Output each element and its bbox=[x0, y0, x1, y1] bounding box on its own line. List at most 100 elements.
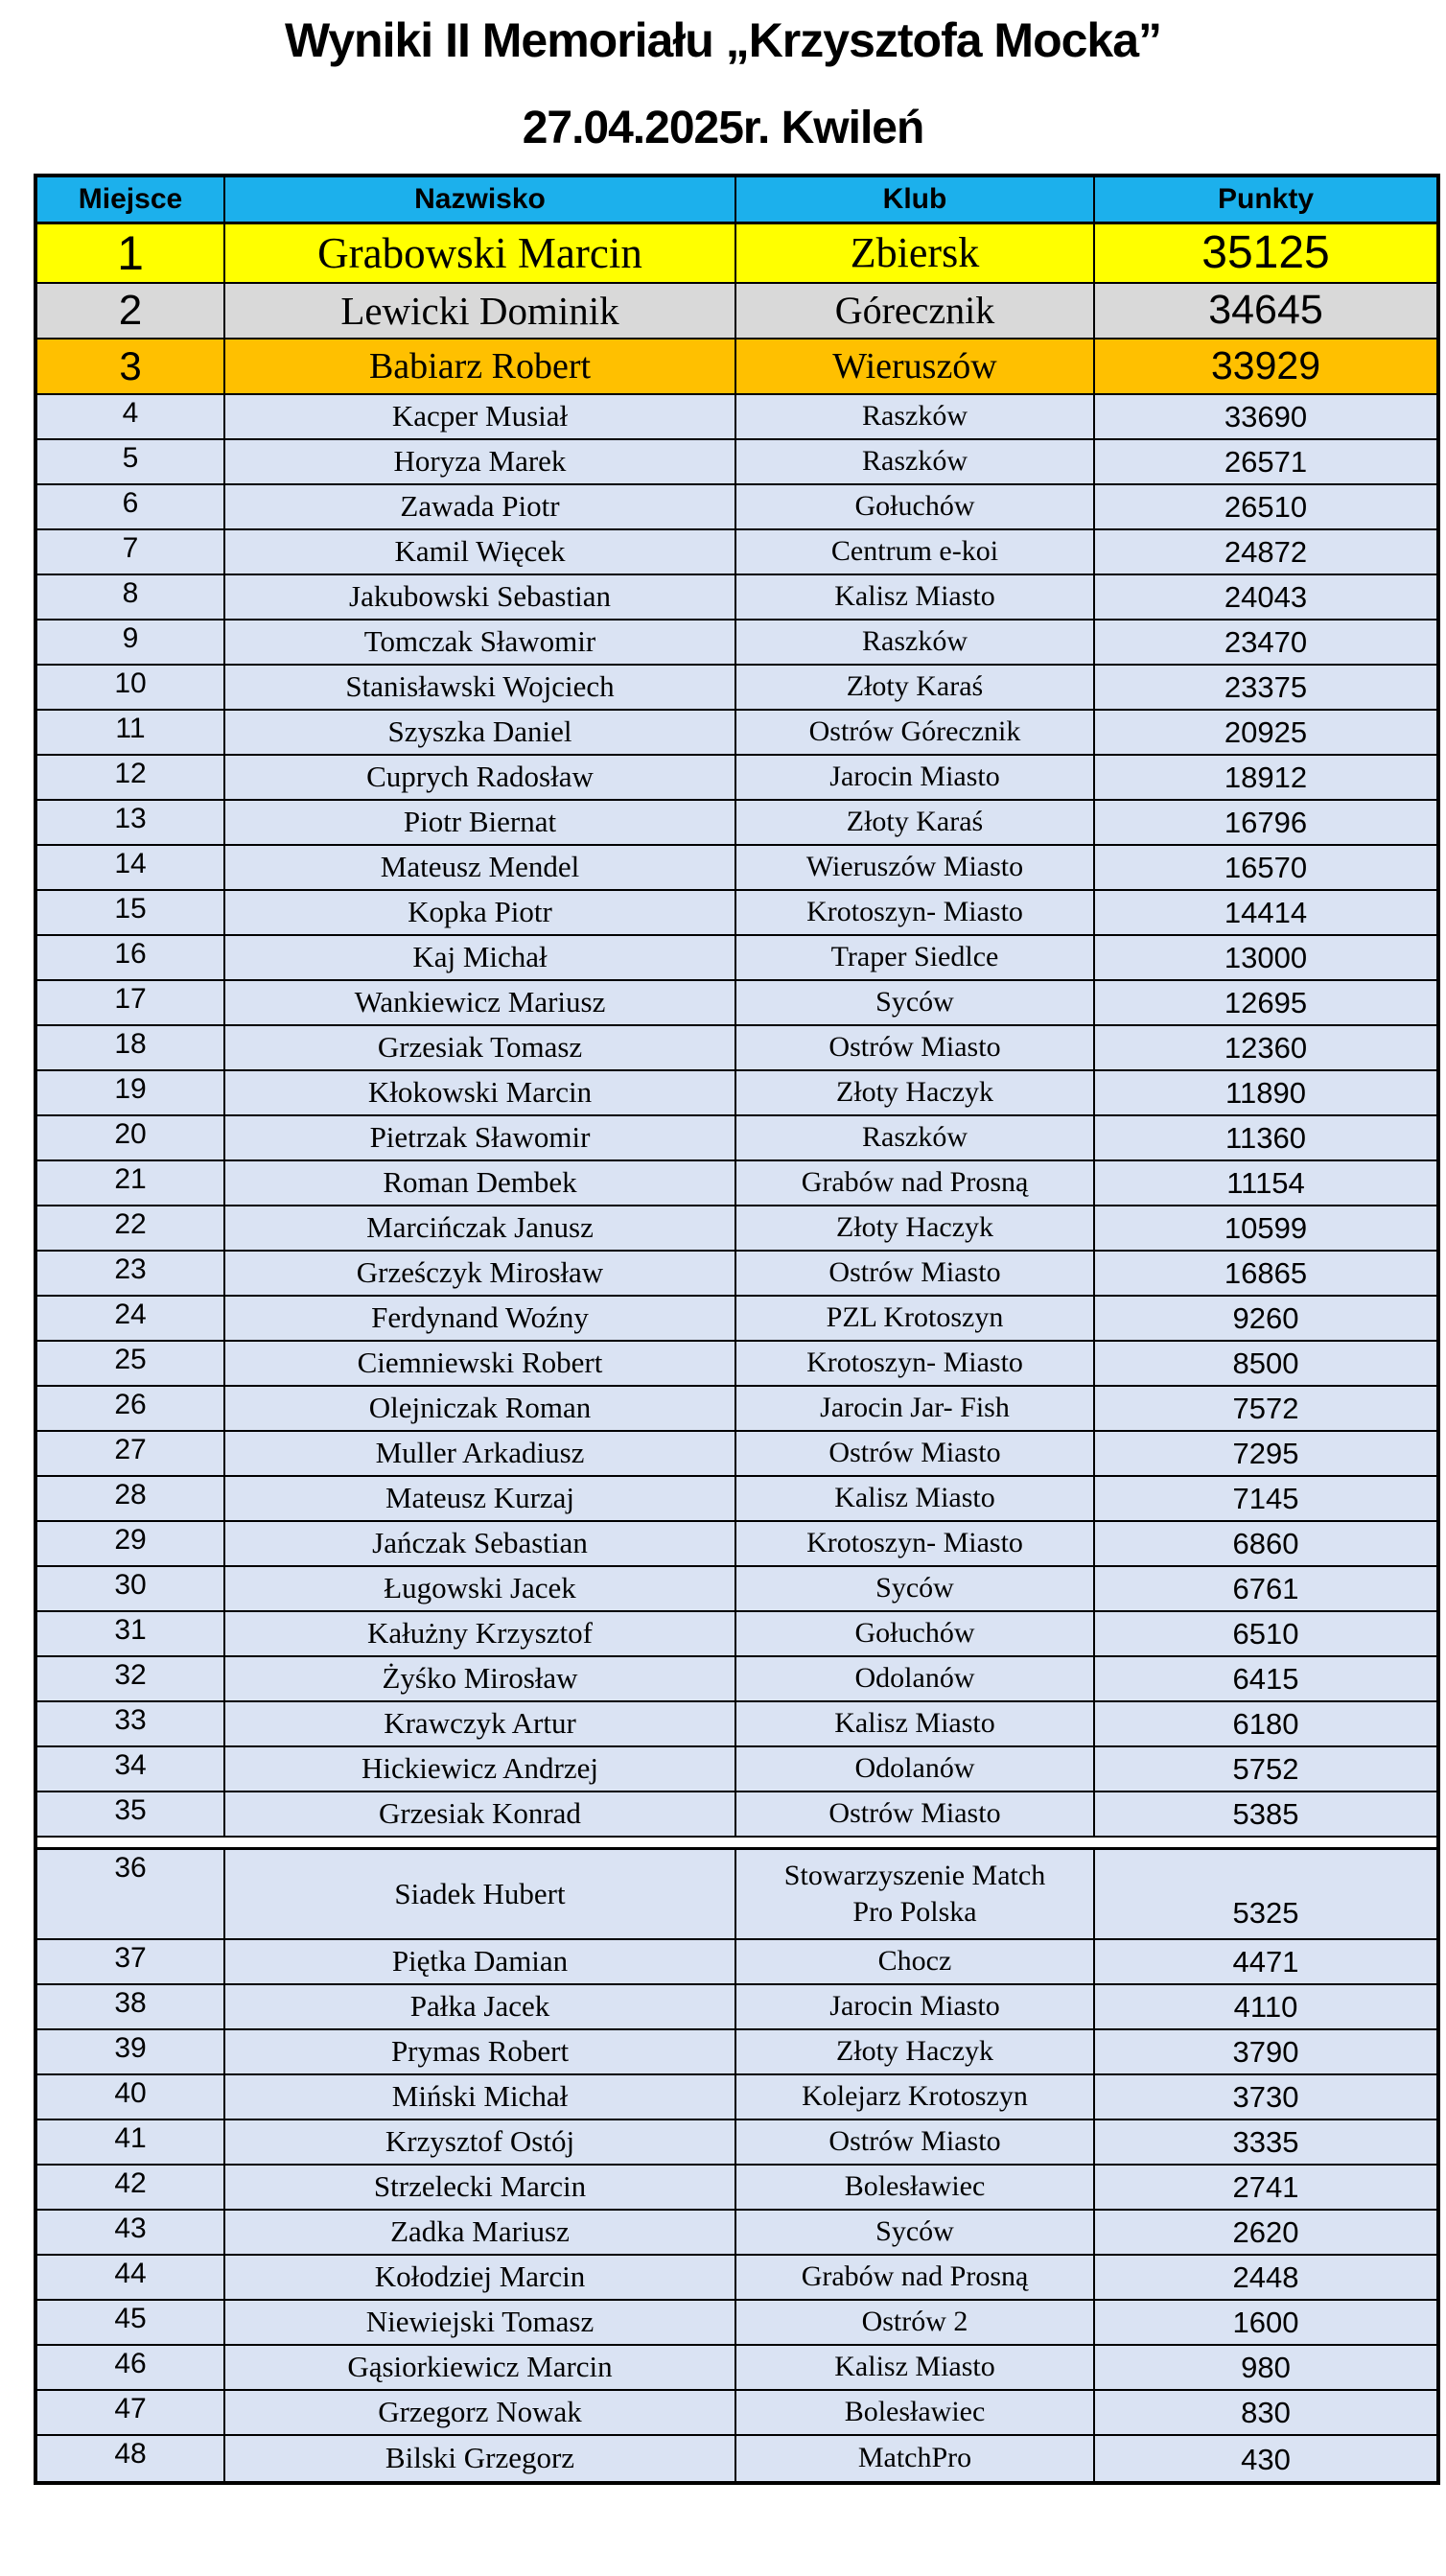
page-subtitle: 27.04.2025r. Kwileń bbox=[522, 102, 925, 153]
cell-points: 830 bbox=[1241, 2395, 1291, 2429]
cell-points: 5325 bbox=[1232, 1895, 1299, 1930]
cell-place: 7 bbox=[37, 529, 225, 574]
table-row: 27 Muller Arkadiusz Ostrów Miasto 7295 bbox=[37, 1431, 1436, 1477]
cell-points: 14414 bbox=[1224, 895, 1308, 929]
cell-place: 24 bbox=[37, 1296, 225, 1340]
cell-name: Horyza Marek bbox=[225, 439, 736, 483]
cell-place: 32 bbox=[37, 1656, 225, 1700]
cell-points: 430 bbox=[1241, 2442, 1291, 2476]
table-row: 43 Zadka Mariusz Syców 2620 bbox=[37, 2210, 1436, 2256]
table-row: 33 Krawczyk Artur Kalisz Miasto 6180 bbox=[37, 1701, 1436, 1747]
cell-points: 11890 bbox=[1225, 1075, 1306, 1110]
cell-name: Kacper Musiał bbox=[225, 394, 736, 438]
cell-name: Niewiejski Tomasz bbox=[225, 2300, 736, 2344]
table-row: 6 Zawada Piotr Gołuchów 26510 bbox=[37, 484, 1436, 530]
cell-club: Grabów nad Prosną bbox=[736, 2255, 1095, 2299]
section-gap bbox=[37, 1837, 1436, 1850]
cell-place: 6 bbox=[37, 484, 225, 528]
table-row: 25 Ciemniewski Robert Krotoszyn- Miasto 850… bbox=[37, 1341, 1436, 1387]
cell-club: Kalisz Miasto bbox=[736, 1701, 1095, 1745]
table-row: 42 Strzelecki Marcin Bolesławiec 2741 bbox=[37, 2165, 1436, 2211]
cell-place: 46 bbox=[37, 2345, 225, 2389]
table-row: 13 Piotr Biernat Złoty Karaś 16796 bbox=[37, 800, 1436, 846]
table-row: 30 Ługowski Jacek Syców 6761 bbox=[37, 1566, 1436, 1612]
cell-place: 25 bbox=[37, 1341, 225, 1385]
table-row: 31 Kałużny Krzysztof Gołuchów 6510 bbox=[37, 1611, 1436, 1657]
cell-place: 16 bbox=[37, 935, 225, 979]
table-row: 28 Mateusz Kurzaj Kalisz Miasto 7145 bbox=[37, 1476, 1436, 1522]
table-row: 12 Cuprych Radosław Jarocin Miasto 18912 bbox=[37, 755, 1436, 801]
cell-club: Krotoszyn- Miasto bbox=[736, 890, 1095, 934]
cell-points: 5752 bbox=[1232, 1751, 1299, 1786]
cell-place: 23 bbox=[37, 1251, 225, 1295]
cell-name: Wankiewicz Mariusz bbox=[225, 980, 736, 1024]
table-row: 24 Ferdynand Woźny PZL Krotoszyn 9260 bbox=[37, 1296, 1436, 1342]
cell-points: 35125 bbox=[1201, 227, 1330, 279]
cell-name: Grzegorz Nowak bbox=[225, 2390, 736, 2434]
cell-club: Krotoszyn- Miasto bbox=[736, 1521, 1095, 1565]
cell-points: 8500 bbox=[1232, 1346, 1299, 1380]
cell-points: 26571 bbox=[1224, 444, 1308, 479]
cell-place: 38 bbox=[37, 1984, 225, 2028]
cell-points: 4471 bbox=[1232, 1944, 1299, 1979]
cell-club: Złoty Haczyk bbox=[736, 1070, 1095, 1114]
cell-name: Kaj Michał bbox=[225, 935, 736, 979]
cell-name: Gąsiorkiewicz Marcin bbox=[225, 2345, 736, 2389]
cell-club: Raszków bbox=[736, 620, 1095, 664]
table-row: 32 Żyśko Mirosław Odolanów 6415 bbox=[37, 1656, 1436, 1702]
cell-place: 21 bbox=[37, 1160, 225, 1205]
cell-place: 15 bbox=[37, 890, 225, 934]
cell-name: Pałka Jacek bbox=[225, 1984, 736, 2028]
table-row: 44 Kołodziej Marcin Grabów nad Prosną 2448 bbox=[37, 2255, 1436, 2301]
cell-club: Ostrów Miasto bbox=[736, 1251, 1095, 1295]
cell-name: Bilski Grzegorz bbox=[225, 2435, 736, 2481]
cell-points: 33690 bbox=[1224, 399, 1308, 433]
cell-points: 2448 bbox=[1232, 2260, 1299, 2294]
cell-name: Kłokowski Marcin bbox=[225, 1070, 736, 1114]
cell-points: 3730 bbox=[1232, 2079, 1299, 2114]
table-row: 22 Marcińczak Janusz Złoty Haczyk 10599 bbox=[37, 1206, 1436, 1252]
cell-name: Tomczak Sławomir bbox=[225, 620, 736, 664]
cell-points: 7145 bbox=[1232, 1481, 1299, 1515]
cell-place: 29 bbox=[37, 1521, 225, 1565]
cell-points: 12360 bbox=[1224, 1030, 1308, 1065]
table-row: 8 Jakubowski Sebastian Kalisz Miasto 24043 bbox=[37, 574, 1436, 621]
cell-points: 13000 bbox=[1224, 940, 1308, 974]
cell-club: Traper Siedlce bbox=[736, 935, 1095, 979]
cell-points: 23375 bbox=[1224, 669, 1308, 704]
cell-club: Krotoszyn- Miasto bbox=[736, 1341, 1095, 1385]
cell-place: 20 bbox=[37, 1115, 225, 1159]
cell-points: 24043 bbox=[1224, 579, 1308, 614]
cell-name: Prymas Robert bbox=[225, 2029, 736, 2073]
cell-place: 18 bbox=[37, 1025, 225, 1069]
cell-name: Kołodziej Marcin bbox=[225, 2255, 736, 2299]
cell-place: 31 bbox=[37, 1611, 225, 1655]
cell-name: Olejniczak Roman bbox=[225, 1386, 736, 1430]
cell-place: 41 bbox=[37, 2119, 225, 2164]
table-row: 16 Kaj Michał Traper Siedlce 13000 bbox=[37, 935, 1436, 981]
cell-place: 34 bbox=[37, 1746, 225, 1791]
header-klub: Klub bbox=[736, 176, 1095, 222]
cell-points: 20925 bbox=[1224, 714, 1308, 749]
table-row: 40 Miński Michał Kolejarz Krotoszyn 3730 bbox=[37, 2074, 1436, 2120]
cell-club: Odolanów bbox=[736, 1746, 1095, 1791]
cell-place: 33 bbox=[37, 1701, 225, 1745]
cell-club: Kolejarz Krotoszyn bbox=[736, 2074, 1095, 2119]
cell-name: Stanisławski Wojciech bbox=[225, 665, 736, 709]
table-row: 26 Olejniczak Roman Jarocin Jar- Fish 7572 bbox=[37, 1386, 1436, 1432]
cell-name: Żyśko Mirosław bbox=[225, 1656, 736, 1700]
table-row: 21 Roman Dembek Grabów nad Prosną 11154 bbox=[37, 1160, 1436, 1206]
cell-place: 45 bbox=[37, 2300, 225, 2344]
cell-points: 6860 bbox=[1232, 1526, 1299, 1560]
results-table: Miejsce Nazwisko Klub Punkty 1 Grabowski Mar… bbox=[34, 173, 1440, 2485]
cell-points: 6510 bbox=[1232, 1616, 1299, 1651]
table-row: 11 Szyszka Daniel Ostrów Górecznik 20925 bbox=[37, 710, 1436, 756]
cell-name: Kamil Więcek bbox=[225, 529, 736, 574]
cell-name: Zawada Piotr bbox=[225, 484, 736, 528]
page-title: Wyniki II Memoriału „Krzysztofa Mocka” bbox=[284, 13, 1162, 67]
cell-place: 37 bbox=[37, 1939, 225, 1983]
cell-points: 16865 bbox=[1224, 1255, 1308, 1290]
header-nazwisko: Nazwisko bbox=[225, 176, 736, 222]
cell-club: Jarocin Miasto bbox=[736, 755, 1095, 799]
cell-club: Ostrów Miasto bbox=[736, 1791, 1095, 1836]
